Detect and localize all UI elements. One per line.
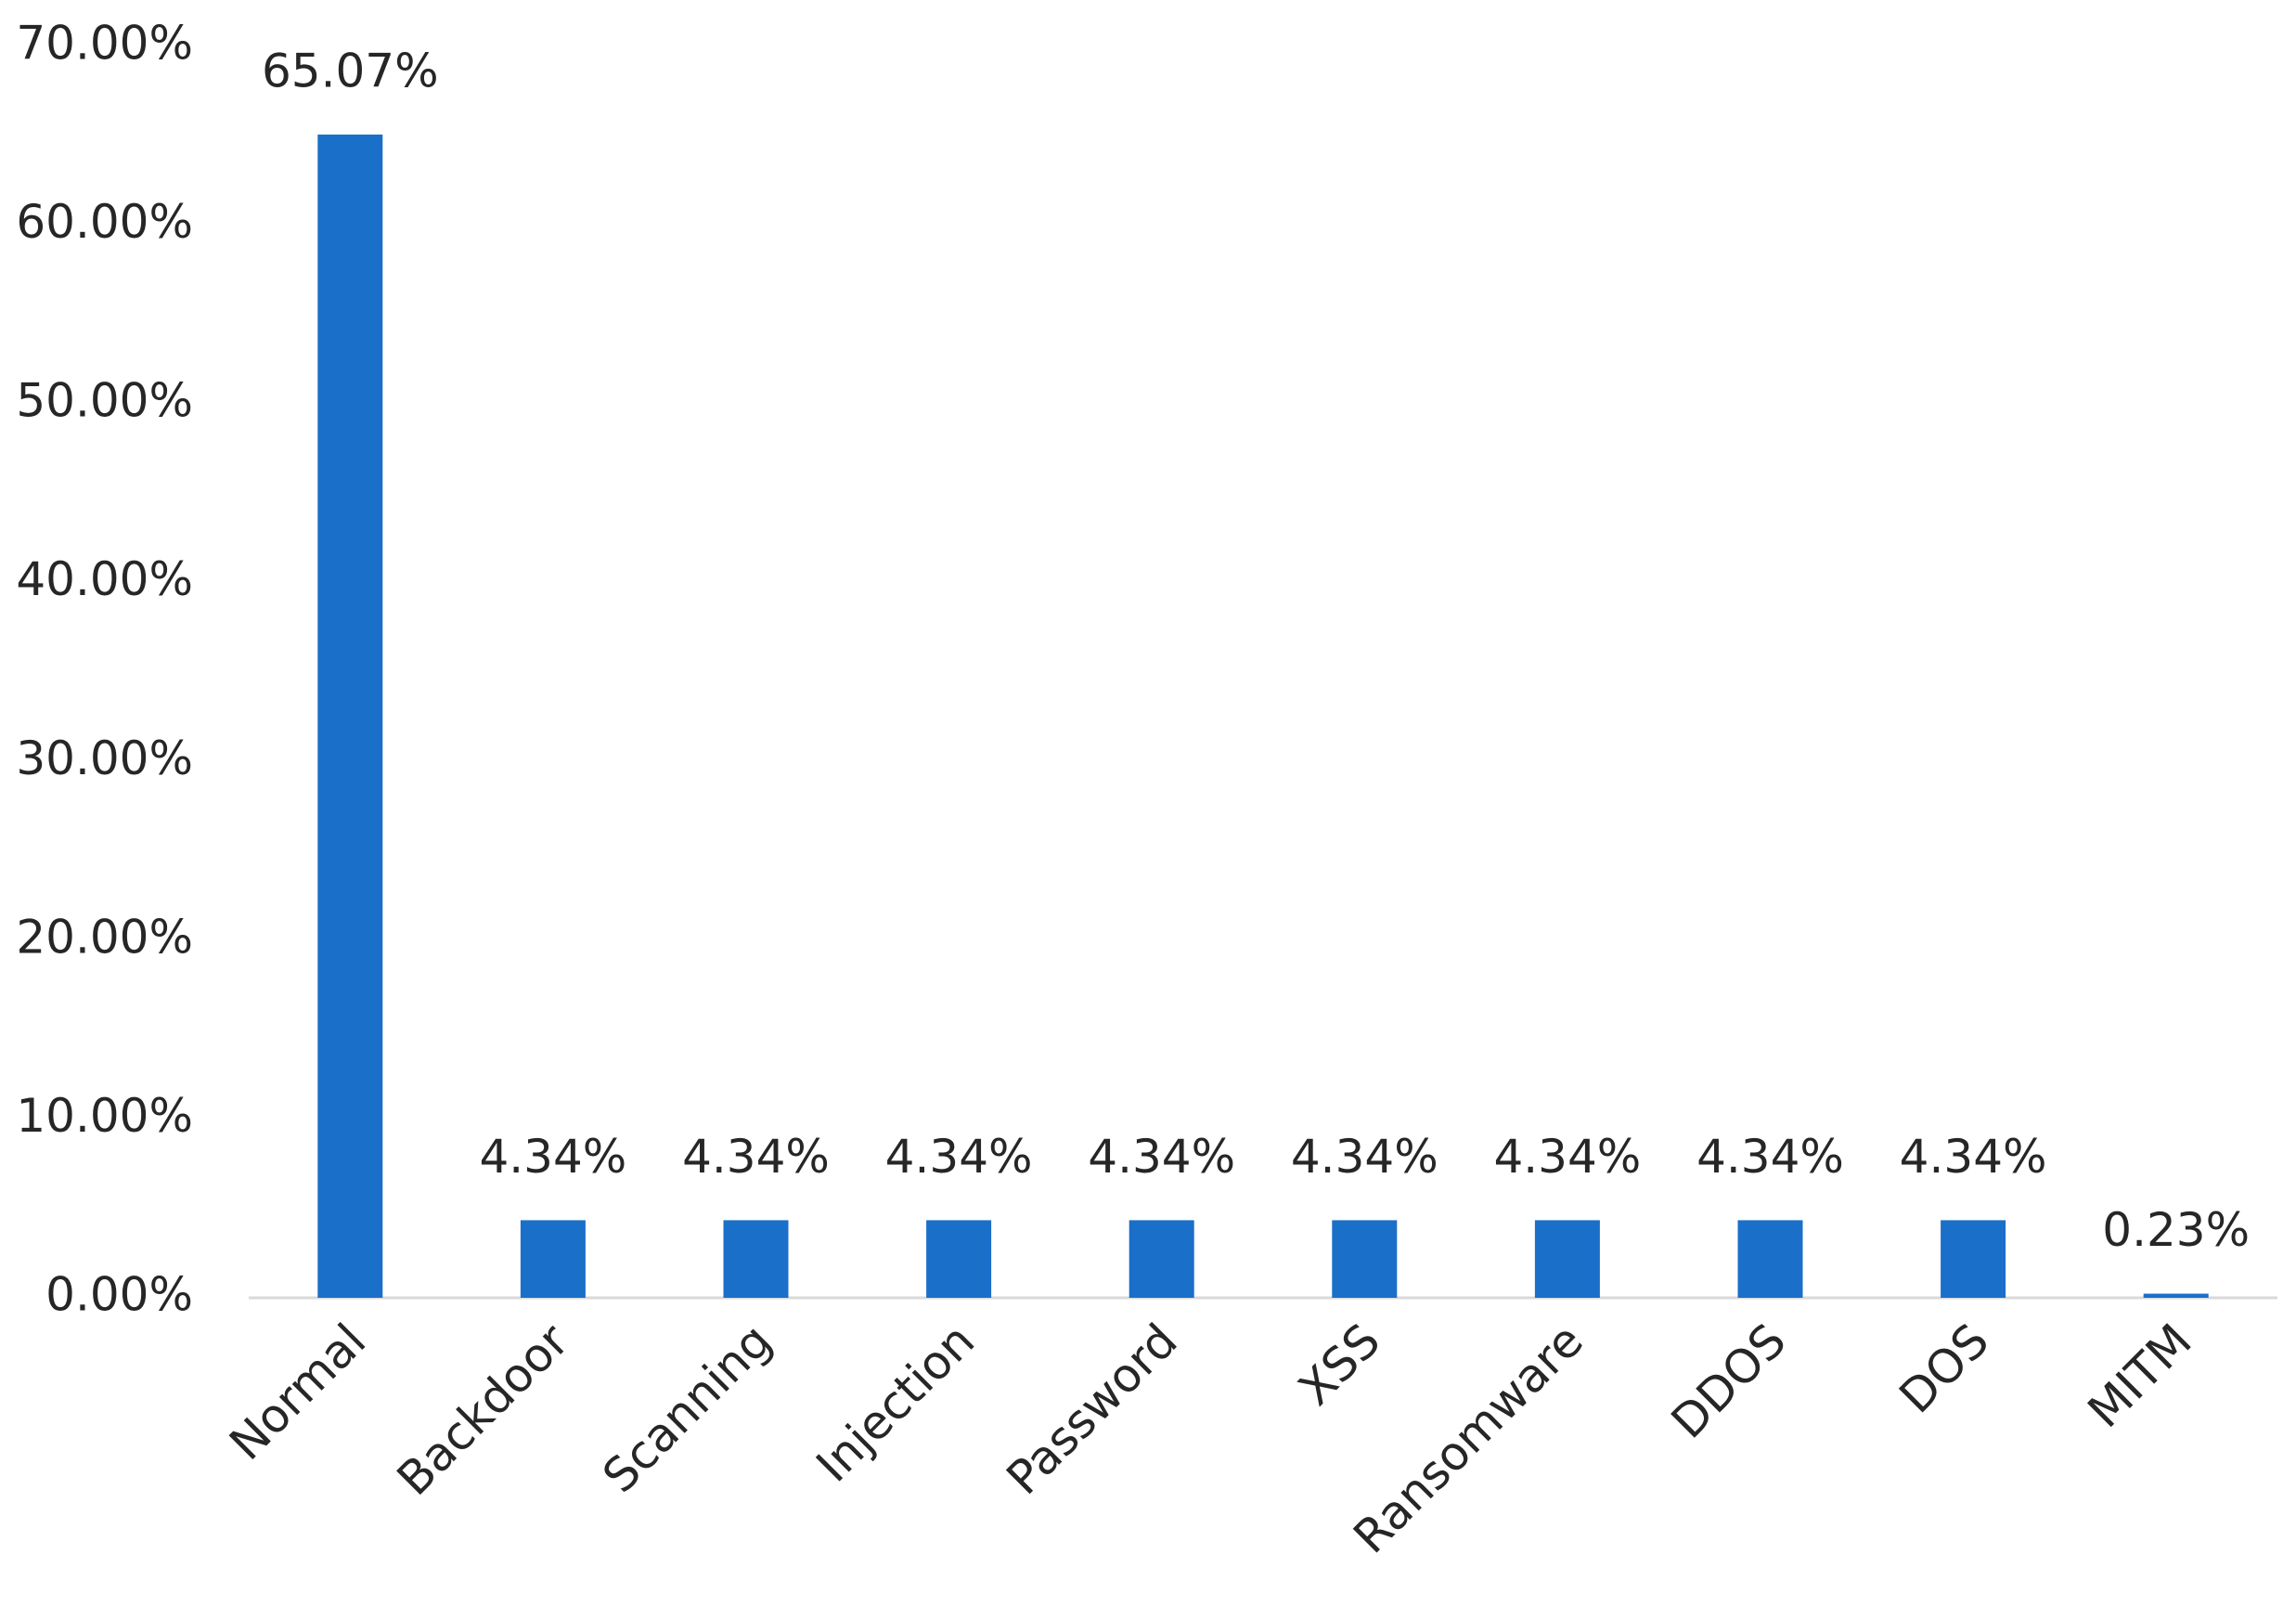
bar bbox=[1941, 1220, 2006, 1298]
x-tick-label: Scanning bbox=[592, 1314, 781, 1503]
x-tick-label: Password bbox=[997, 1314, 1188, 1505]
value-label: 4.34% bbox=[1088, 1130, 1235, 1184]
value-label: 4.34% bbox=[1696, 1130, 1844, 1184]
y-tick-label: 30.00% bbox=[16, 732, 193, 785]
x-tick-label: DOS bbox=[1890, 1314, 2000, 1424]
bar bbox=[317, 134, 383, 1298]
x-tick-label: Normal bbox=[219, 1314, 376, 1470]
y-tick-label: 70.00% bbox=[16, 17, 193, 71]
value-label: 4.34% bbox=[479, 1130, 626, 1184]
x-tick-label: DDOS bbox=[1661, 1314, 1797, 1449]
bar bbox=[1129, 1220, 1194, 1298]
x-tick-label: Injection bbox=[806, 1314, 986, 1493]
x-tick-label: MITM bbox=[2078, 1314, 2202, 1438]
value-label: 0.23% bbox=[2102, 1203, 2250, 1257]
value-label: 4.34% bbox=[1493, 1130, 1641, 1184]
bar bbox=[723, 1220, 789, 1298]
bar bbox=[1534, 1220, 1600, 1298]
bar bbox=[1332, 1220, 1398, 1298]
x-tick-label: Backdoor bbox=[387, 1314, 579, 1506]
y-tick-label: 0.00% bbox=[45, 1268, 193, 1322]
y-tick-label: 60.00% bbox=[16, 195, 193, 249]
value-label: 4.34% bbox=[1291, 1130, 1438, 1184]
value-label: 4.34% bbox=[682, 1130, 830, 1184]
value-label: 4.34% bbox=[885, 1130, 1033, 1184]
x-tick-label: XSS bbox=[1288, 1314, 1390, 1416]
y-tick-label: 40.00% bbox=[16, 552, 193, 606]
bar bbox=[926, 1220, 992, 1298]
value-label: 65.07% bbox=[262, 44, 439, 97]
bar bbox=[2143, 1293, 2209, 1298]
value-label: 4.34% bbox=[1900, 1130, 2047, 1184]
y-tick-label: 10.00% bbox=[16, 1089, 193, 1143]
bar bbox=[1737, 1220, 1803, 1298]
y-tick-label: 50.00% bbox=[16, 374, 193, 428]
y-tick-label: 20.00% bbox=[16, 910, 193, 964]
bar bbox=[520, 1220, 586, 1298]
